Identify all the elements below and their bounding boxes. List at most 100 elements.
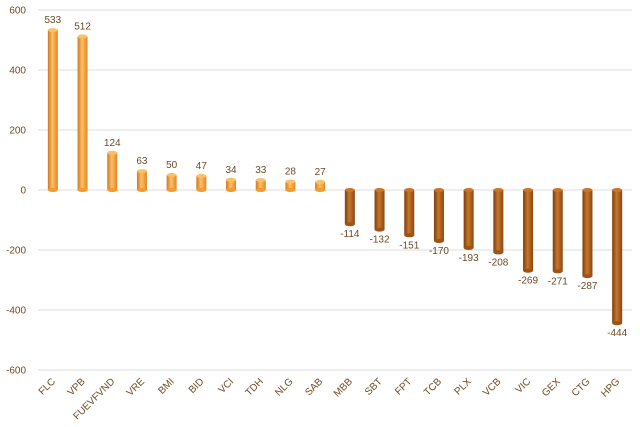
bar-cap-tcb xyxy=(433,239,444,243)
bar-vci xyxy=(226,179,237,190)
data-label-plx: -193 xyxy=(459,253,479,264)
bar-base-fuevfvnd xyxy=(107,188,118,192)
x-tick-label-ctg: CTG xyxy=(570,376,593,399)
bar-vre xyxy=(136,171,147,190)
bar-cap-sbt xyxy=(374,227,385,232)
bar-cap-mbb xyxy=(344,222,355,227)
y-tick-label: -200 xyxy=(6,246,26,257)
data-label-nlg: 28 xyxy=(285,167,297,178)
data-label-vcb: -208 xyxy=(488,257,508,268)
data-label-gex: -271 xyxy=(548,276,568,287)
data-label-tcb: -170 xyxy=(429,246,449,257)
y-tick-label: 600 xyxy=(9,6,26,17)
bar-vpb xyxy=(77,36,88,191)
bar-vcb xyxy=(493,190,504,253)
bar-cap-gex xyxy=(552,269,563,274)
x-tick-label-vpb: VPB xyxy=(66,376,88,398)
x-tick-label-nlg: NLG xyxy=(273,376,295,398)
y-axis: -600 -400 -200 0 200 400 600 xyxy=(6,6,26,377)
x-tick-label-tcb: TCB xyxy=(422,376,444,398)
bar-nlg xyxy=(285,181,296,190)
data-label-vic: -269 xyxy=(518,276,538,287)
bar-base-vpb xyxy=(77,188,88,192)
bar-plx xyxy=(463,190,474,248)
bar-base-vci xyxy=(226,188,237,192)
x-tick-label-vic: VIC xyxy=(514,376,534,396)
y-tick-label: 200 xyxy=(9,126,26,137)
data-label-flc: 533 xyxy=(45,15,62,26)
x-tick-label-vre: VRE xyxy=(125,376,148,399)
bar-base-ctg xyxy=(582,188,593,192)
x-tick-label-sbt: SBT xyxy=(363,376,385,398)
bar-cap-nlg xyxy=(285,179,296,184)
bars xyxy=(47,28,623,326)
bar-bid xyxy=(196,175,207,190)
data-label-bid: 47 xyxy=(196,161,208,172)
bar-cap-bmi xyxy=(166,173,177,177)
bar-base-mbb xyxy=(344,188,355,192)
x-tick-label-bmi: BMI xyxy=(156,376,176,396)
bar-cap-bid xyxy=(196,173,207,178)
bar-cap-vcb xyxy=(493,250,504,255)
bar-base-hpg xyxy=(612,188,623,192)
bar-fuevfvnd xyxy=(107,152,118,190)
bar-cap-vci xyxy=(226,177,237,182)
bar-cap-vic xyxy=(523,268,534,273)
bar-bmi xyxy=(166,175,177,190)
y-tick-label: 400 xyxy=(9,66,26,77)
x-tick-label-mbb: MBB xyxy=(332,376,355,399)
bar-cap-sab xyxy=(315,179,326,184)
bar-tdh xyxy=(255,180,266,190)
bar-base-vre xyxy=(136,188,147,192)
x-tick-label-bid: BID xyxy=(187,376,207,396)
y-tick-label: -400 xyxy=(6,306,26,317)
y-tick-label: 0 xyxy=(20,186,26,197)
data-label-tdh: 33 xyxy=(255,165,267,176)
y-tick-label: -600 xyxy=(6,366,26,377)
data-label-sbt: -132 xyxy=(370,235,390,246)
bar-fpt xyxy=(404,190,415,236)
bar-base-vic xyxy=(523,188,534,192)
bar-base-gex xyxy=(552,188,563,192)
x-tick-label-hpg: HPG xyxy=(599,376,622,399)
bar-cap-ctg xyxy=(582,274,593,279)
bar-base-bmi xyxy=(166,188,177,192)
x-tick-label-tdh: TDH xyxy=(244,376,266,398)
bar-cap-hpg xyxy=(612,321,623,326)
data-label-fuevfvnd: 124 xyxy=(104,138,121,149)
bar-cap-fuevfvnd xyxy=(107,150,118,155)
bar-cap-flc xyxy=(47,28,58,33)
bar-hpg xyxy=(612,190,623,324)
bar-flc xyxy=(47,30,58,190)
bar-base-bid xyxy=(196,188,207,192)
x-tick-label-plx: PLX xyxy=(453,376,474,397)
data-label-sab: 27 xyxy=(315,167,327,178)
gridlines xyxy=(38,9,632,371)
bar-sbt xyxy=(374,190,385,230)
bar-cap-vre xyxy=(136,169,147,174)
data-label-hpg: -444 xyxy=(607,328,627,339)
x-tick-label-sab: SAB xyxy=(303,376,325,398)
data-label-vci: 34 xyxy=(225,165,237,176)
x-tick-label-vcb: VCB xyxy=(481,376,504,399)
data-label-vre: 63 xyxy=(136,156,148,167)
bar-base-tdh xyxy=(255,188,266,192)
bar-cap-fpt xyxy=(404,233,415,238)
data-label-ctg: -287 xyxy=(577,281,597,292)
data-label-bmi: 50 xyxy=(166,160,178,171)
bar-ctg xyxy=(582,190,593,277)
bar-cap-tdh xyxy=(255,178,266,183)
bar-base-nlg xyxy=(285,188,296,192)
bar-sab xyxy=(315,181,326,190)
bar-base-vcb xyxy=(493,188,504,192)
x-tick-label-vci: VCI xyxy=(217,376,237,396)
x-tick-label-fpt: FPT xyxy=(393,376,414,397)
bar-cap-vpb xyxy=(77,34,88,39)
bar-vic xyxy=(523,190,534,271)
bar-gex xyxy=(552,190,563,272)
data-label-fpt: -151 xyxy=(399,240,419,251)
bar-base-sbt xyxy=(374,188,385,192)
